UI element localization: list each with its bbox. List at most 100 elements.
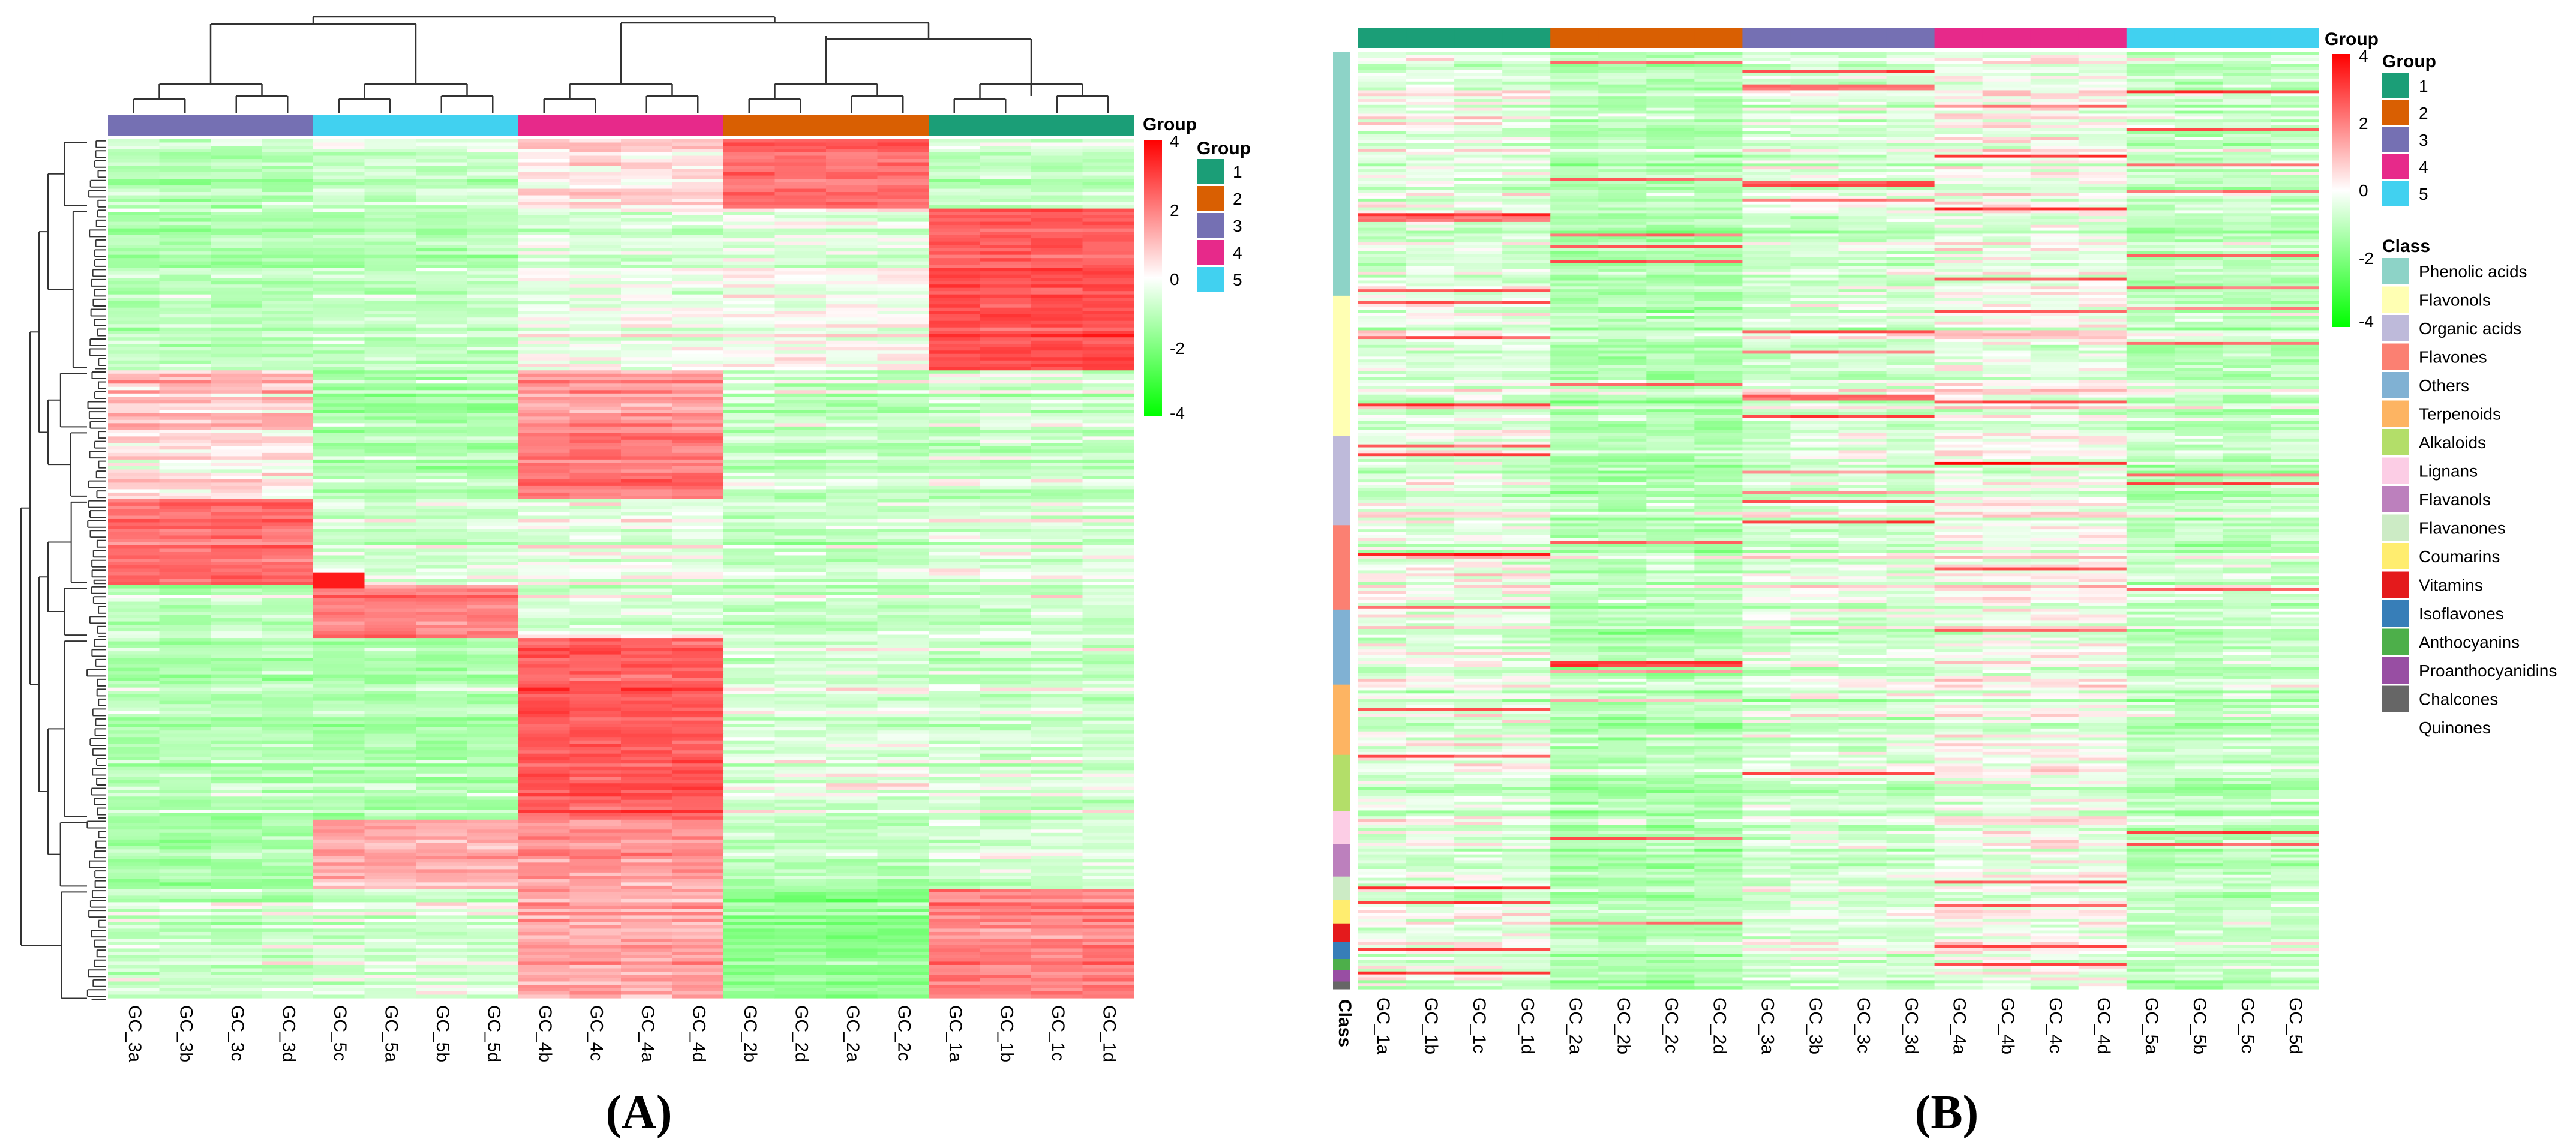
heat-cell (929, 766, 981, 771)
heat-cell (364, 149, 416, 153)
heat-cell (826, 298, 878, 302)
heat-cell (159, 334, 211, 338)
heat-cell (1031, 575, 1083, 579)
heat-cell (364, 585, 416, 589)
heat-cell (672, 823, 724, 827)
heat-cell (262, 334, 314, 338)
heat-cell (159, 829, 211, 834)
heat-cell (929, 357, 981, 361)
heat-cell (467, 248, 519, 252)
heat-cell (518, 598, 571, 603)
heat-cell (1031, 542, 1083, 546)
heat-cell (672, 380, 724, 384)
heat-cell (1082, 585, 1134, 589)
heat-cell (1082, 373, 1134, 377)
heat-cell (672, 865, 724, 870)
heat-cell (416, 274, 468, 278)
heat-cell (980, 562, 1032, 566)
heat-cell (108, 492, 160, 497)
heat-cell (826, 865, 878, 870)
heat-cell (364, 344, 416, 348)
heat-cell (723, 664, 776, 669)
heat-cell (262, 645, 314, 649)
heat-cell (1031, 737, 1083, 741)
heat-cell (723, 370, 776, 374)
heat-cell (416, 836, 468, 840)
heat-cell (518, 202, 571, 206)
heat-cell (211, 502, 263, 506)
heat-cell (774, 298, 827, 302)
heat-cell (877, 344, 929, 348)
heat-cell (1082, 307, 1134, 311)
heat-cell (672, 612, 724, 616)
heat-cell (929, 889, 981, 893)
heat-cell (723, 403, 776, 407)
heat-cell (467, 525, 519, 530)
heat-cell (159, 433, 211, 437)
heat-cell (159, 889, 211, 893)
heat-cell (518, 648, 571, 652)
heat-cell (416, 750, 468, 754)
heat-cell (108, 664, 160, 669)
heat-cell (364, 595, 416, 599)
heat-cell (929, 777, 981, 781)
heat-cell (108, 406, 160, 410)
heat-cell (980, 400, 1032, 404)
heat-cell (621, 331, 673, 335)
heat-cell (877, 353, 929, 358)
heat-cell (826, 829, 878, 834)
heat-cell (313, 628, 365, 632)
heat-cell (621, 482, 673, 487)
heat-cell (774, 373, 827, 377)
heat-cell (980, 529, 1032, 533)
heat-cell (672, 439, 724, 443)
heat-cell (108, 152, 160, 157)
heat-cell (313, 548, 365, 553)
heat-cell (416, 532, 468, 536)
heat-cell (262, 575, 314, 579)
group-bar-cell (159, 115, 211, 136)
heat-cell (313, 770, 365, 774)
heat-cell (1031, 826, 1083, 830)
heat-cell (211, 562, 263, 566)
heat-cell (1031, 645, 1083, 649)
heat-cell (518, 251, 571, 256)
heat-cell (364, 895, 416, 900)
heat-cell (262, 307, 314, 311)
heat-cell (416, 515, 468, 520)
heat-cell (416, 704, 468, 708)
heat-cell (774, 542, 827, 546)
heat-cell (262, 188, 314, 193)
heat-cell (672, 777, 724, 781)
heat-cell (929, 651, 981, 655)
heat-cell (569, 799, 622, 804)
heat-cell (877, 555, 929, 559)
heat-cell (108, 172, 160, 176)
heat-cell (621, 324, 673, 328)
heat-cell (518, 786, 571, 790)
heat-cell (621, 579, 673, 583)
heat-cell (416, 149, 468, 153)
heat-cell (108, 347, 160, 351)
heat-cell (1031, 469, 1083, 473)
heat-cell (364, 730, 416, 735)
heat-cell (313, 443, 365, 447)
heat-cell (211, 645, 263, 649)
heat-cell (980, 152, 1032, 157)
heat-cell (518, 551, 571, 556)
heat-cell (980, 241, 1032, 245)
heat-cell (569, 790, 622, 794)
heat-cell (877, 793, 929, 797)
heat-cell (364, 813, 416, 817)
heat-cell (774, 340, 827, 344)
heat-cell (211, 139, 263, 143)
heat-cell (159, 717, 211, 721)
heat-cell (262, 212, 314, 216)
heat-cell (159, 459, 211, 463)
heat-cell (364, 598, 416, 603)
heat-cell (877, 707, 929, 711)
heat-cell (416, 261, 468, 265)
heat-cell (518, 482, 571, 487)
heat-cell (364, 869, 416, 873)
heat-cell (1031, 869, 1083, 873)
